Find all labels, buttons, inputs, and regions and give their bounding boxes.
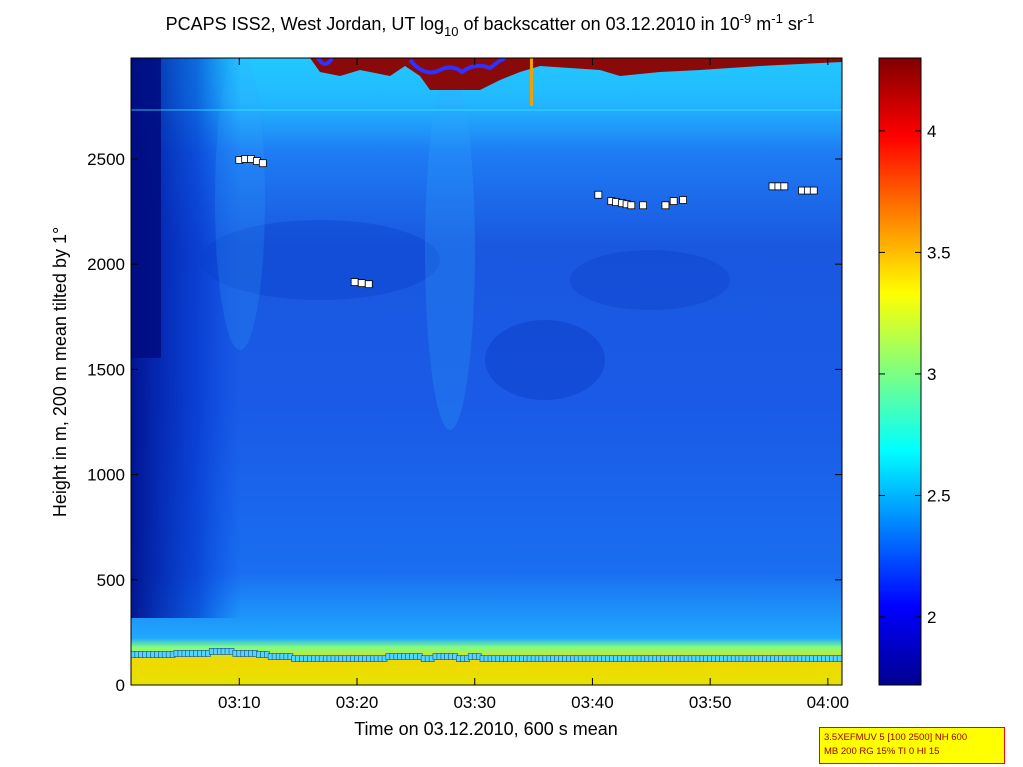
title-sup-1: -9 bbox=[740, 11, 752, 26]
mlh-marker bbox=[836, 655, 842, 662]
colorbar-axis: 2 2.5 3 3.5 4 bbox=[879, 122, 951, 627]
y-axis-label: Height in m, 200 m mean tilted by 1° bbox=[50, 227, 70, 517]
info-box: 3.5XEFMUV 5 [100 2500] NH 600 MB 200 RG … bbox=[819, 727, 1005, 764]
cloud-marker bbox=[639, 201, 647, 210]
title-sup-3: -1 bbox=[803, 11, 815, 26]
cloud-marker bbox=[594, 190, 603, 199]
colorbar-tick-label: 3 bbox=[927, 365, 936, 384]
y-tick-label: 0 bbox=[116, 676, 125, 695]
cloud-markers bbox=[235, 155, 818, 289]
cloud-marker bbox=[809, 186, 818, 195]
heatmap-left-deep-region bbox=[131, 58, 161, 358]
plot-frame bbox=[130, 57, 843, 686]
info-line-2: MB 200 RG 15% TI 0 HI 15 bbox=[824, 746, 940, 757]
cloud-marker bbox=[661, 201, 670, 210]
colorbar-tick-label: 4 bbox=[927, 122, 936, 141]
cloud-marker bbox=[627, 201, 636, 210]
cloud-marker bbox=[357, 279, 366, 288]
mixing-layer-markers bbox=[131, 648, 842, 662]
chart-title: PCAPS ISS2, West Jordan, UT log10 of bac… bbox=[166, 11, 815, 39]
y-tick-label: 500 bbox=[97, 571, 125, 590]
title-sub: 10 bbox=[444, 24, 458, 39]
x-tick-label: 04:00 bbox=[807, 693, 850, 712]
heatmap-light-streak bbox=[425, 70, 475, 430]
heatmap-top-saturated-layer bbox=[131, 58, 842, 90]
y-tick-label: 1500 bbox=[87, 360, 125, 379]
x-tick-label: 03:30 bbox=[453, 693, 496, 712]
y-axis: 0 500 1000 1500 2000 2500 bbox=[87, 150, 842, 695]
heatmap bbox=[131, 58, 842, 685]
heatmap-spike bbox=[530, 58, 533, 106]
y-tick-label: 2500 bbox=[87, 150, 125, 169]
colorbar bbox=[878, 57, 922, 686]
heatmap-dark-patch bbox=[570, 250, 730, 310]
heatmap-top-contour bbox=[408, 58, 506, 75]
title-part-2: of backscatter on 03.12.2010 in 10 bbox=[459, 14, 740, 34]
cloud-marker bbox=[258, 159, 267, 168]
heatmap-top-contour bbox=[316, 58, 334, 66]
x-tick-label: 03:20 bbox=[336, 693, 379, 712]
x-tick-label: 03:40 bbox=[571, 693, 614, 712]
cloud-marker bbox=[669, 197, 678, 205]
title-part-4: sr bbox=[783, 14, 803, 34]
info-line-1: 3.5XEFMUV 5 [100 2500] NH 600 bbox=[824, 732, 968, 743]
heatmap-dark-patch bbox=[200, 220, 440, 300]
cloud-marker bbox=[350, 278, 359, 286]
cloud-marker bbox=[679, 196, 687, 204]
heatmap-dark-patch bbox=[485, 320, 605, 400]
colorbar-tick-label: 2 bbox=[927, 608, 936, 627]
cloud-marker bbox=[780, 182, 789, 191]
x-tick-label: 03:50 bbox=[689, 693, 732, 712]
title-part-1: PCAPS ISS2, West Jordan, UT log bbox=[166, 14, 444, 34]
y-tick-label: 1000 bbox=[87, 466, 125, 485]
title-sup-2: -1 bbox=[771, 11, 783, 26]
heatmap-light-streak bbox=[215, 58, 265, 350]
title-part-3: m bbox=[751, 14, 771, 34]
x-axis: 03:10 03:20 03:30 03:40 03:50 04:00 bbox=[218, 58, 849, 712]
x-axis-label: Time on 03.12.2010, 600 s mean bbox=[354, 719, 618, 739]
y-tick-label: 2000 bbox=[87, 255, 125, 274]
colorbar-tick-label: 2.5 bbox=[927, 486, 951, 505]
colorbar-tick-label: 3.5 bbox=[927, 243, 951, 262]
cloud-marker bbox=[364, 280, 373, 289]
x-tick-label: 03:10 bbox=[218, 693, 261, 712]
